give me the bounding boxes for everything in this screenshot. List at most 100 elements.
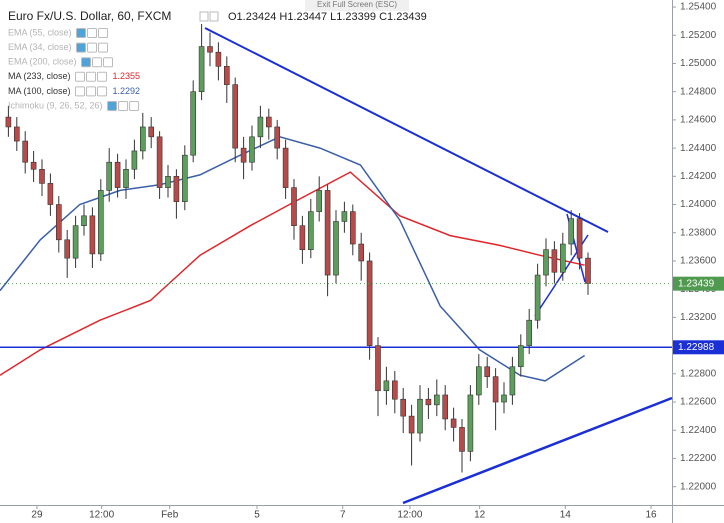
- indicator-icon[interactable]: [76, 28, 87, 38]
- y-tick-label: 1.24400: [680, 143, 717, 154]
- candle-body: [274, 126, 281, 149]
- chart-title: Euro Fx/U.S. Dollar, 60, FXCM: [8, 9, 171, 23]
- header-icon[interactable]: [209, 11, 219, 22]
- candle-body: [484, 366, 491, 377]
- candle-body: [30, 161, 37, 170]
- candle-body: [459, 427, 465, 452]
- indicator-name[interactable]: EMA (55, close): [8, 27, 72, 37]
- candle-body: [190, 91, 196, 156]
- indicator-icon[interactable]: [98, 28, 109, 38]
- candle-body: [568, 218, 575, 245]
- indicator-icon[interactable]: [75, 86, 86, 97]
- candle-body: [316, 190, 323, 212]
- candle-body: [114, 161, 121, 188]
- candle-body: [249, 136, 255, 163]
- candle-body: [131, 150, 138, 170]
- candle-body: [81, 215, 87, 226]
- candle-body: [299, 225, 306, 250]
- candle-body: [282, 147, 289, 188]
- header-icon[interactable]: [199, 11, 209, 22]
- candle-body: [534, 274, 541, 321]
- candle-body: [89, 215, 96, 255]
- candle-body: [72, 225, 79, 259]
- candle-body: [450, 418, 457, 428]
- candle-body: [257, 116, 264, 138]
- indicator-icon[interactable]: [103, 57, 114, 68]
- x-tick-label: 12:00: [397, 510, 422, 521]
- x-tick-label: 29: [31, 510, 43, 521]
- indicator-icon[interactable]: [98, 42, 109, 53]
- indicator-name[interactable]: Ichimoku (9, 26, 52, 26): [8, 100, 103, 110]
- candle-body: [543, 249, 549, 276]
- candle-body: [98, 190, 104, 255]
- x-tick-label: 5: [254, 510, 260, 521]
- candle-body: [501, 394, 507, 403]
- indicator-name[interactable]: EMA (200, close): [8, 57, 77, 67]
- candle-body: [123, 168, 129, 188]
- candle-body: [509, 366, 516, 396]
- x-tick-label: 12: [474, 510, 486, 521]
- indicator-icon[interactable]: [75, 71, 86, 82]
- candle-body: [391, 380, 398, 400]
- x-tick-label: 14: [560, 510, 572, 521]
- candle-body: [182, 154, 188, 203]
- candle-body: [22, 140, 29, 163]
- indicator-value: 1.2355: [113, 71, 141, 81]
- candle-body: [408, 415, 415, 434]
- candle-body: [475, 366, 482, 396]
- y-tick-label: 1.22400: [680, 425, 717, 436]
- candle-body: [14, 126, 20, 142]
- indicator-icon[interactable]: [97, 71, 108, 82]
- candle-body: [5, 116, 12, 128]
- candle-body: [47, 183, 54, 205]
- indicator-icon[interactable]: [97, 86, 108, 97]
- y-tick-label: 1.22000: [680, 481, 717, 492]
- exit-button[interactable]: [305, 0, 409, 11]
- last-price-tag: [673, 276, 724, 291]
- indicator-icon[interactable]: [86, 71, 97, 82]
- candle-body: [106, 161, 112, 191]
- indicator-name[interactable]: EMA (34, close): [8, 42, 72, 52]
- indicator-icon[interactable]: [92, 57, 103, 68]
- y-tick-label: 1.24600: [680, 115, 717, 126]
- candle-body: [433, 394, 440, 406]
- exit-label[interactable]: Exit Full Screen (ESC): [317, 0, 397, 9]
- candle-body: [492, 376, 499, 403]
- indicator-name[interactable]: MA (233, close): [8, 71, 71, 81]
- candle-body: [207, 46, 213, 53]
- indicator-icon[interactable]: [118, 101, 129, 111]
- indicator-icon[interactable]: [87, 28, 98, 38]
- candle-body: [576, 218, 583, 259]
- indicator-icon[interactable]: [107, 101, 118, 111]
- candle-body: [324, 190, 331, 276]
- x-tick-label: 16: [645, 510, 657, 521]
- indicator-icon[interactable]: [129, 101, 140, 111]
- indicator-icon[interactable]: [86, 86, 97, 97]
- candle-body: [341, 211, 348, 222]
- candle-body: [366, 260, 373, 346]
- trend-line: [402, 396, 673, 505]
- y-tick-label: 1.23200: [680, 312, 717, 323]
- candle-body: [349, 211, 356, 245]
- candle-body: [442, 394, 449, 420]
- indicator-icon[interactable]: [87, 42, 98, 53]
- candle-body: [551, 249, 558, 273]
- candle-body: [64, 239, 70, 259]
- indicator-icon[interactable]: [81, 57, 92, 68]
- level-price-label: 1.22988: [678, 342, 715, 353]
- candle-body: [291, 187, 297, 226]
- x-tick-label: 7: [340, 510, 346, 521]
- candle-body: [417, 398, 423, 434]
- candle-body: [383, 380, 390, 392]
- y-tick-label: 1.24800: [680, 86, 717, 97]
- indicator-icon[interactable]: [76, 42, 87, 53]
- candle-body: [240, 147, 247, 163]
- y-tick-label: 1.22800: [680, 368, 717, 379]
- candle-body: [559, 243, 566, 273]
- trend-line: [204, 27, 609, 233]
- indicator-name[interactable]: MA (100, close): [8, 86, 71, 96]
- y-tick-label: 1.25400: [680, 2, 717, 13]
- y-tick-label: 1.24200: [680, 171, 717, 182]
- ohlc-values: O1.23424 H1.23447 L1.23399 C1.23439: [228, 11, 427, 23]
